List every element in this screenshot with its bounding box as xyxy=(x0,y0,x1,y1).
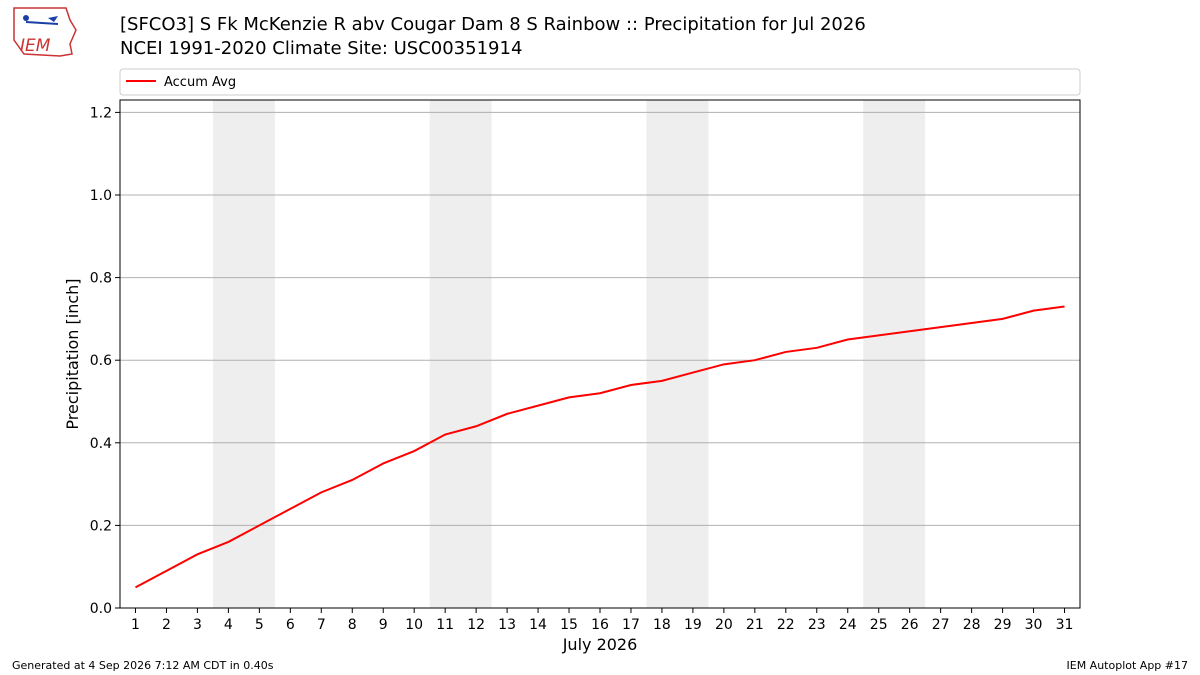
y-axis-label: Precipitation [inch] xyxy=(63,278,82,429)
x-tick-label: 14 xyxy=(529,617,547,633)
x-tick-label: 7 xyxy=(317,617,326,633)
series-line xyxy=(135,305,1065,589)
y-tick-label: 1.0 xyxy=(90,188,112,204)
x-axis-label: July 2026 xyxy=(562,635,638,654)
x-tick-label: 27 xyxy=(932,617,950,633)
x-tick-label: 20 xyxy=(715,617,733,633)
logo-icon xyxy=(25,21,59,25)
x-tick-label: 31 xyxy=(1056,617,1074,633)
logo: IEM xyxy=(13,7,77,57)
x-tick-label: 22 xyxy=(777,617,795,633)
logo-outline xyxy=(13,7,77,57)
y-tick-label: 0.4 xyxy=(90,436,112,452)
x-tick-label: 30 xyxy=(1025,617,1043,633)
y-tick-label: 0.8 xyxy=(90,271,112,287)
x-tick-label: 17 xyxy=(622,617,640,633)
x-tick-label: 9 xyxy=(379,617,388,633)
x-tick-label: 28 xyxy=(963,617,981,633)
x-tick-label: 11 xyxy=(436,617,454,633)
y-tick-label: 0.2 xyxy=(90,518,112,534)
chart-subtitle: NCEI 1991-2020 Climate Site: USC00351914 xyxy=(120,38,522,59)
x-tick-label: 29 xyxy=(994,617,1012,633)
x-tick-label: 4 xyxy=(224,617,233,633)
weekend-shade xyxy=(646,100,709,608)
x-tick-label: 24 xyxy=(839,617,857,633)
x-tick-label: 15 xyxy=(560,617,578,633)
footer-left: Generated at 4 Sep 2026 7:12 AM CDT in 0… xyxy=(12,659,274,672)
x-tick-label: 18 xyxy=(653,617,671,633)
chart-title: [SFCO3] S Fk McKenzie R abv Cougar Dam 8… xyxy=(120,14,866,35)
x-tick-label: 6 xyxy=(286,617,295,633)
weekend-shade xyxy=(212,100,275,608)
y-tick-label: 0.6 xyxy=(90,353,112,369)
x-tick-label: 23 xyxy=(808,617,826,633)
x-tick-label: 25 xyxy=(870,617,888,633)
logo-icon xyxy=(48,16,58,22)
x-tick-label: 5 xyxy=(255,617,264,633)
x-tick-label: 13 xyxy=(498,617,516,633)
x-tick-label: 12 xyxy=(467,617,485,633)
y-tick-label: 1.2 xyxy=(90,105,112,121)
x-tick-label: 8 xyxy=(348,617,357,633)
legend-label: Accum Avg xyxy=(164,75,236,90)
y-tick-label: 0.0 xyxy=(90,601,112,617)
x-tick-label: 2 xyxy=(162,617,171,633)
x-tick-label: 16 xyxy=(591,617,609,633)
logo-icon xyxy=(23,15,29,21)
x-tick-label: 10 xyxy=(405,617,423,633)
plot-frame xyxy=(119,99,1081,609)
x-tick-label: 3 xyxy=(193,617,202,633)
x-tick-label: 1 xyxy=(131,617,140,633)
weekend-shade xyxy=(863,100,926,608)
legend-box xyxy=(119,68,1081,96)
x-tick-label: 26 xyxy=(901,617,919,633)
logo-text: IEM xyxy=(20,36,51,56)
footer-right: IEM Autoplot App #17 xyxy=(1067,659,1189,672)
x-tick-label: 21 xyxy=(746,617,764,633)
weekend-shade xyxy=(429,100,492,608)
x-tick-label: 19 xyxy=(684,617,702,633)
